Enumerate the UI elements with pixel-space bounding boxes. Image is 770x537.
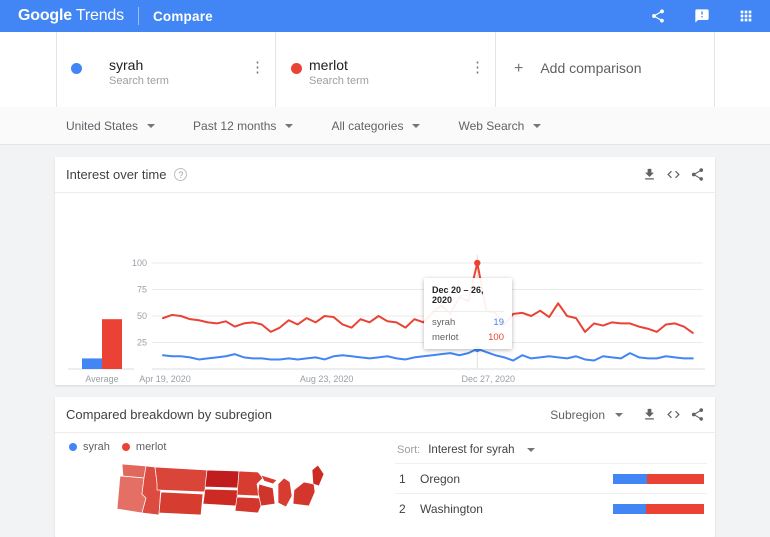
plus-icon: + <box>514 60 524 77</box>
term-card-syrah[interactable]: syrah Search term ⋮ <box>56 32 275 107</box>
us-map[interactable] <box>115 461 327 527</box>
chevron-down-icon <box>526 448 535 452</box>
filter-category[interactable]: All categories <box>331 119 421 133</box>
filters-bar: United States Past 12 months All categor… <box>0 107 770 145</box>
svg-text:Dec 27, 2020: Dec 27, 2020 <box>462 374 516 384</box>
tooltip-date: Dec 20 – 26, 2020 <box>432 285 504 312</box>
chart-tooltip: Dec 20 – 26, 2020 syrah 19 merlot 100 <box>424 278 512 349</box>
map-legend: syrah merlot <box>69 441 166 453</box>
share-icon[interactable] <box>690 167 705 182</box>
add-comparison-label: Add comparison <box>540 60 642 76</box>
svg-text:Apr 19, 2020: Apr 19, 2020 <box>139 374 191 384</box>
term-menu-icon[interactable]: ⋮ <box>470 59 485 76</box>
svg-text:25: 25 <box>137 338 147 348</box>
svg-text:Average: Average <box>85 374 118 384</box>
subregion-card: Compared breakdown by subregion Subregio… <box>55 397 715 537</box>
term-card-merlot[interactable]: merlot Search term ⋮ <box>275 32 495 107</box>
subregion-row-oregon[interactable]: 1 Oregon <box>395 463 707 493</box>
share-icon[interactable] <box>650 8 666 24</box>
subregion-list-panel: Sort: Interest for syrah 1 Oregon 2 Wash… <box>395 437 707 523</box>
download-icon[interactable] <box>642 407 657 422</box>
svg-text:75: 75 <box>137 285 147 295</box>
tooltip-series-name: merlot <box>432 332 459 343</box>
chevron-down-icon <box>412 123 421 128</box>
card-title: Interest over time <box>66 167 167 182</box>
chevron-down-icon <box>147 123 156 128</box>
apps-grid-icon[interactable] <box>738 8 754 24</box>
comparison-terms-row: syrah Search term ⋮ merlot Search term ⋮… <box>0 32 770 107</box>
filter-time[interactable]: Past 12 months <box>193 119 294 133</box>
embed-icon[interactable] <box>666 167 681 182</box>
svg-text:100: 100 <box>132 258 147 268</box>
filter-search-type[interactable]: Web Search <box>458 119 542 133</box>
app-bar: Google Trends Compare <box>0 0 770 32</box>
embed-icon[interactable] <box>666 407 681 422</box>
tooltip-series-value: 19 <box>493 317 504 328</box>
subregion-dropdown[interactable]: Subregion <box>550 408 623 422</box>
interest-over-time-chart[interactable]: 25 50 75 100 Apr 19, 2020 Aug 23, 2020 Dec 27,… <box>55 193 715 385</box>
google-trends-logo[interactable]: Google Trends <box>18 7 124 24</box>
svg-text:50: 50 <box>137 311 147 321</box>
tooltip-series-value: 100 <box>488 332 504 343</box>
add-comparison-cell[interactable]: + Add comparison <box>495 32 715 107</box>
syrah-color-dot <box>71 63 82 74</box>
chevron-down-icon <box>615 412 623 417</box>
filter-region[interactable]: United States <box>66 119 156 133</box>
syrah-legend-dot <box>69 443 77 451</box>
help-icon[interactable]: ? <box>174 168 188 181</box>
merlot-color-dot <box>291 63 302 74</box>
feedback-icon[interactable] <box>694 8 710 24</box>
merlot-legend-dot <box>121 443 130 451</box>
term-sublabel: Search term <box>309 75 369 87</box>
term-sublabel: Search term <box>109 75 169 87</box>
chevron-down-icon <box>533 123 542 128</box>
chevron-down-icon <box>285 123 294 128</box>
tooltip-series-name: syrah <box>432 317 456 328</box>
sort-value: Interest for syrah <box>428 444 515 456</box>
term-menu-icon[interactable]: ⋮ <box>250 59 265 76</box>
appbar-divider <box>137 7 139 25</box>
nav-compare[interactable]: Compare <box>152 8 213 24</box>
svg-text:Aug 23, 2020: Aug 23, 2020 <box>300 374 354 384</box>
download-icon[interactable] <box>642 167 657 182</box>
card-title: Compared breakdown by subregion <box>66 407 272 422</box>
term-name: syrah <box>109 57 144 73</box>
term-name: merlot <box>309 57 348 73</box>
subregion-row-washington[interactable]: 2 Washington <box>395 493 707 523</box>
comparison-bar <box>613 473 704 484</box>
sort-control[interactable]: Sort: Interest for syrah <box>395 437 707 463</box>
interest-over-time-card: Interest over time ? 25 50 75 100 Apr 19, 20… <box>55 157 715 385</box>
share-icon[interactable] <box>690 407 705 422</box>
comparison-bar <box>613 503 704 514</box>
